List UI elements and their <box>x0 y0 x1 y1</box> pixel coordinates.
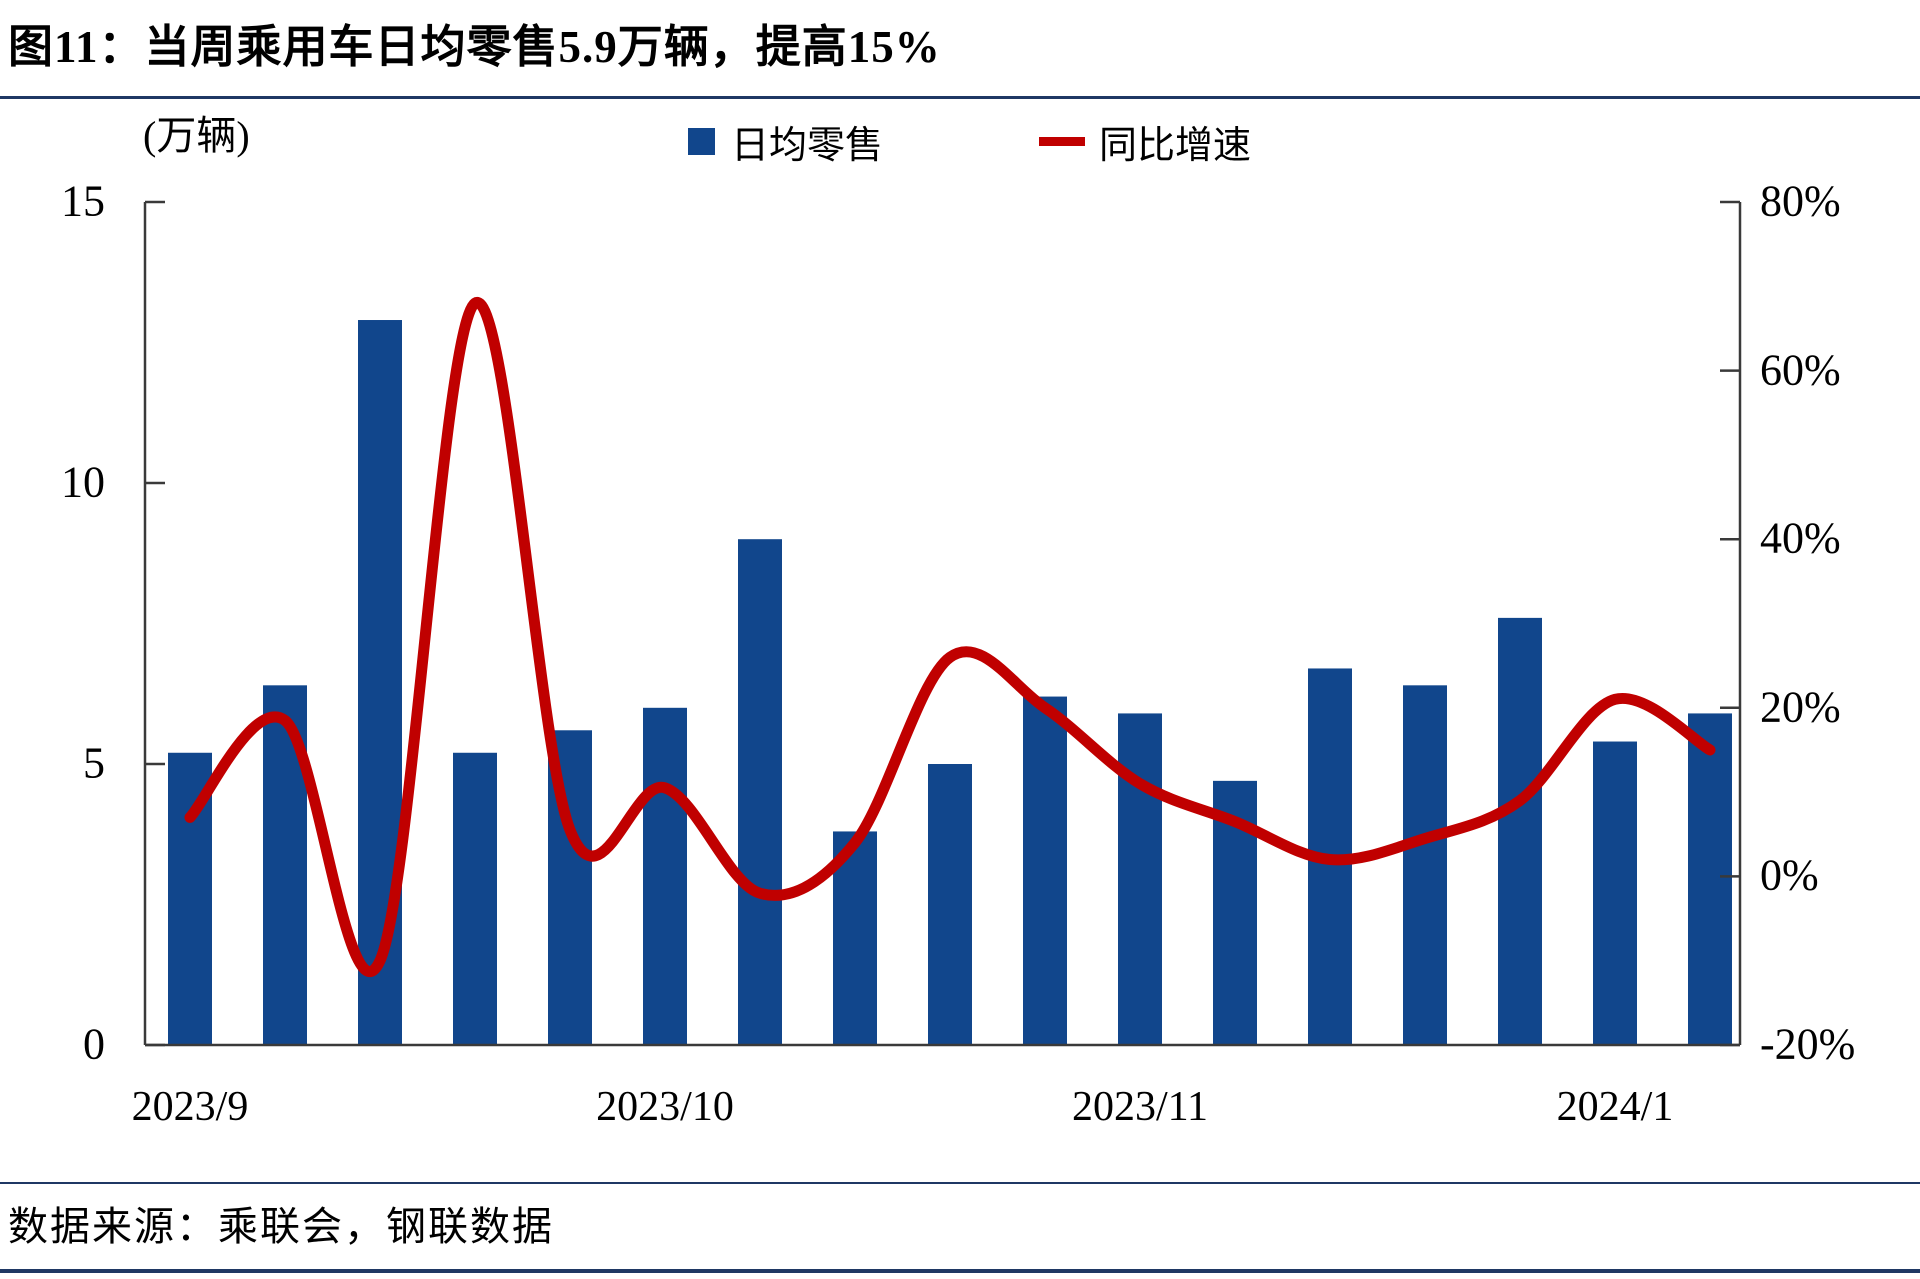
legend: 日均零售 同比增速 <box>688 114 1251 169</box>
right-axis-tick-label: 60% <box>1760 345 1841 395</box>
left-axis-tick-label: 0 <box>83 1019 105 1069</box>
left-axis-unit-label: (万辆) <box>143 113 250 158</box>
data-source-note: 数据来源：乘联会，钢联数据 <box>8 1204 554 1249</box>
x-axis-tick-label: 2023/10 <box>596 1084 734 1130</box>
bar-week-10 <box>1023 696 1067 1045</box>
bar-series-swatch-icon <box>688 127 715 155</box>
x-axis-tick-label: 2023/9 <box>131 1084 249 1130</box>
right-axis-tick-label: 20% <box>1760 682 1841 732</box>
right-axis-tick-label: 0% <box>1760 850 1819 900</box>
yoy-growth-line <box>184 297 1716 977</box>
title-divider <box>0 96 1920 99</box>
left-axis-tick-label: 5 <box>83 738 105 788</box>
line-series-swatch-icon <box>1039 136 1086 146</box>
bar-week-4 <box>453 752 497 1045</box>
bar-week-11 <box>1118 713 1162 1045</box>
bar-week-3 <box>358 320 402 1045</box>
footer-divider <box>0 1182 1920 1184</box>
bottom-border <box>0 1269 1920 1273</box>
bar-week-17 <box>1688 713 1732 1045</box>
legend-line-label: 同比增速 <box>1099 124 1252 167</box>
bar-week-7 <box>738 539 782 1045</box>
bar-week-15 <box>1498 617 1542 1045</box>
legend-item-line: 同比增速 <box>1039 114 1251 169</box>
legend-item-bar: 日均零售 <box>688 114 883 169</box>
x-axis-tick-label: 2024/1 <box>1556 1084 1674 1130</box>
left-axis-tick-label: 15 <box>61 176 105 226</box>
right-axis-tick-label: 40% <box>1760 513 1841 563</box>
legend-bar-label: 日均零售 <box>731 124 884 167</box>
chart-title: 图11：当周乘用车日均零售5.9万辆，提高15% <box>8 22 941 72</box>
right-axis-tick-label: 80% <box>1760 176 1841 226</box>
bar-week-14 <box>1403 685 1447 1045</box>
x-axis-tick-label: 2023/11 <box>1071 1084 1209 1130</box>
bar-week-9 <box>928 764 972 1045</box>
right-axis-tick-label: -20% <box>1760 1019 1856 1069</box>
bar-week-16 <box>1593 741 1637 1045</box>
bar-week-6 <box>643 707 687 1045</box>
left-axis-tick-label: 10 <box>61 457 105 507</box>
